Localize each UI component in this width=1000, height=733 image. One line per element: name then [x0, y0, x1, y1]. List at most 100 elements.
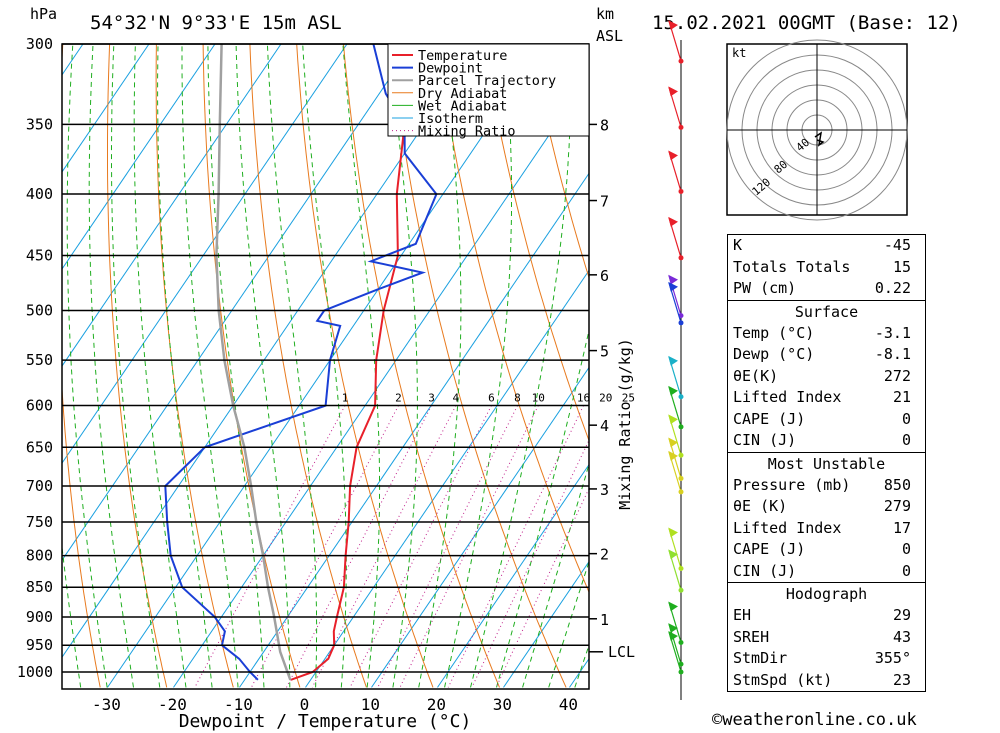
wind-barb-flag — [668, 414, 678, 425]
hodo-row: StmDir 355° — [733, 649, 911, 667]
isotherm-line — [305, 269, 589, 688]
isotherm-line — [239, 172, 589, 688]
surface-row: Lifted Index 21 — [733, 388, 911, 406]
wet-adiabat-line — [389, 44, 418, 688]
mixing-ratio-labels: 1 2 3 4 6 8 10 16 20 25 — [342, 392, 635, 405]
hodograph-unit: kt — [732, 46, 746, 60]
pressure-tick-label: 950 — [26, 636, 53, 654]
km-tick-label: 7 — [600, 193, 609, 211]
axes: 3003504004505005506006507007508008509009… — [17, 35, 635, 732]
wind-barb-flag — [668, 385, 678, 396]
surface-row: CAPE (J) 0 — [733, 409, 911, 428]
surface-row: Dewp (°C) -8.1 — [733, 345, 911, 363]
index-row-pw: PW (cm) 0.22 — [733, 279, 911, 297]
dry-adiabat-line — [483, 44, 589, 442]
wind-barb-flag — [668, 274, 678, 285]
wind-barbs — [668, 20, 684, 700]
temperature-tick-label: 10 — [361, 695, 380, 714]
dry-adiabat-line — [155, 44, 234, 688]
dry-adiabat-line — [62, 44, 101, 688]
legend-box — [387, 43, 590, 137]
mu-row: θE (K) 279 — [733, 497, 911, 515]
wind-barb-flag — [668, 437, 678, 448]
mixing-ratio-label: 3 — [428, 392, 435, 405]
wind-barb-flag — [668, 355, 678, 366]
surface-indices: Surface Temp (°C) -3.1 Dewp (°C) -8.1 θE(K… — [728, 299, 925, 452]
wet-adiabat-line — [266, 44, 318, 688]
km-tick-label: 6 — [600, 267, 609, 285]
mixing-ratio-label: 6 — [488, 392, 495, 405]
wet-adiabat-line — [62, 542, 82, 688]
wind-barb-flag — [668, 631, 678, 641]
wet-adiabat-line — [522, 462, 589, 688]
mixing-ratio-line — [399, 405, 539, 688]
mixing-ratio-label: 4 — [453, 392, 460, 405]
location-title: 54°32'N 9°33'E 15m ASL — [90, 12, 342, 34]
dry-adiabat-line — [249, 44, 367, 688]
wind-barb-flag — [668, 549, 678, 560]
isotherm-line — [107, 44, 546, 688]
km-unit-label: km — [596, 5, 614, 23]
wet-adiabat-line — [88, 44, 134, 688]
wet-adiabat-line — [302, 44, 347, 688]
isotherm-line — [62, 44, 216, 270]
x-axis-label: Dewpoint / Temperature (°C) — [179, 711, 472, 732]
most-unstable-title: Most Unstable — [767, 454, 886, 473]
isotherm-line — [503, 560, 589, 688]
wind-barb-flag — [668, 623, 678, 633]
isotherm-line — [173, 75, 589, 688]
copyright: ©weatheronline.co.uk — [712, 710, 917, 730]
dry-adiabat-line — [343, 44, 500, 688]
pressure-unit-label: hPa — [30, 5, 57, 23]
mixing-ratio-label: 10 — [532, 392, 545, 405]
temperature-tick-label: 40 — [559, 695, 578, 714]
isotherm-line — [62, 44, 150, 173]
datetime-title: 15.02.2021 00GMT (Base: 12) — [652, 12, 961, 34]
legend-label: Wet Adiabat — [418, 98, 507, 114]
lcl-label: LCL — [608, 643, 635, 661]
wet-adiabat-line — [444, 44, 512, 688]
temperature-tick-label: 30 — [493, 695, 512, 714]
pressure-tick-label: 700 — [26, 477, 53, 495]
legend-label: Isotherm — [418, 111, 483, 127]
pressure-tick-label: 900 — [26, 608, 53, 626]
wet-adiabat-line — [418, 44, 462, 688]
dry-adiabat-line — [389, 44, 567, 688]
index-row-totals: Totals Totals 15 — [733, 257, 911, 276]
dry-adiabat-line — [202, 44, 301, 688]
wind-barb-flag — [668, 216, 678, 227]
pressure-tick-label: 1000 — [17, 663, 53, 681]
km-tick-label: 2 — [600, 546, 609, 564]
mu-row: Pressure (mb) 850 — [733, 475, 911, 494]
indices-panel: K -45 Totals Totals 15 PW (cm) 0.22 Surface… — [727, 234, 926, 692]
wind-barb-flag — [668, 150, 678, 161]
dry-adiabat-line — [436, 44, 589, 594]
temperature-line — [290, 44, 408, 681]
dry-adiabat-line — [952, 44, 1000, 687]
pressure-tick-label: 600 — [26, 397, 53, 415]
mu-row: Lifted Index 17 — [733, 518, 911, 537]
pressure-tick-label: 850 — [26, 578, 53, 596]
mixing-ratio-label: 16 — [577, 392, 590, 405]
pressure-tick-label: 650 — [26, 438, 53, 456]
isotherm-line — [371, 366, 589, 688]
km-tick-label: 1 — [600, 611, 609, 629]
wind-barb-flag — [668, 601, 678, 612]
mixing-ratio-label: 2 — [395, 392, 402, 405]
pressure-tick-label: 750 — [26, 513, 53, 531]
mixing-ratio-label: 8 — [514, 392, 521, 405]
wet-adiabat-line — [496, 328, 589, 688]
most-unstable-indices: Most Unstable Pressure (mb) 850 θE (K) 279… — [728, 451, 925, 583]
wind-barb-flag — [668, 86, 678, 97]
wet-adiabat-line — [470, 44, 572, 688]
mixing-ratio-label: 20 — [599, 392, 612, 405]
km-tick-label: 5 — [600, 343, 609, 361]
pressure-tick-label: 450 — [26, 246, 53, 264]
legend-label: Temperature — [418, 48, 507, 64]
km-tick-label: 8 — [600, 116, 609, 134]
legend-label: Dewpoint — [418, 61, 483, 77]
wind-barb-flag — [668, 450, 678, 461]
mixing-ratio-line — [471, 439, 589, 688]
